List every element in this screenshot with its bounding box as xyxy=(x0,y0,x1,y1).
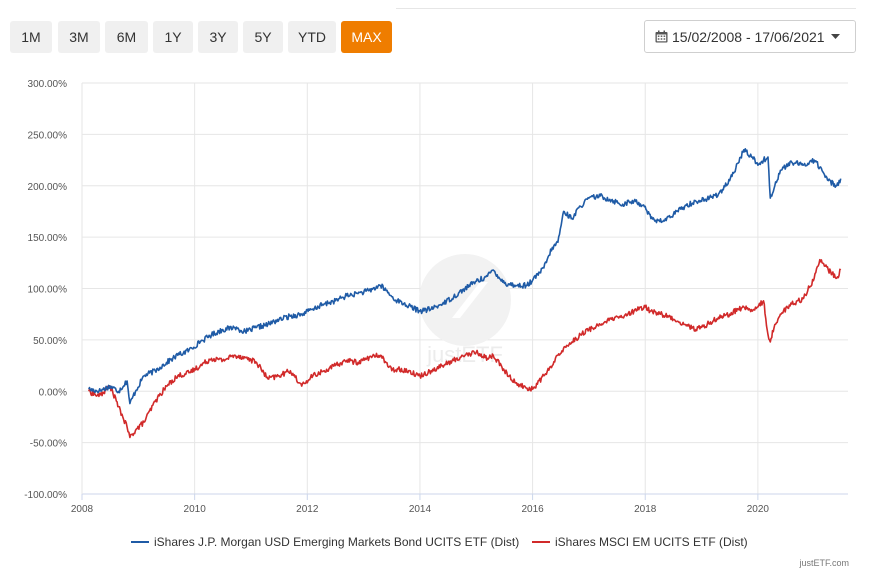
credit-text: justETF.com xyxy=(799,558,849,568)
x-tick-label: 2008 xyxy=(71,504,94,515)
toolbar-divider xyxy=(396,8,856,9)
calendar-icon xyxy=(655,30,668,43)
y-tick-label: -50.00% xyxy=(30,439,67,450)
range-button-ytd[interactable]: YTD xyxy=(288,21,336,53)
y-tick-label: 50.00% xyxy=(33,336,67,347)
toolbar: 1M 3M 6M 1Y 3Y 5Y YTD MAX 15/02/2008 - 1… xyxy=(0,0,875,60)
y-tick-label: 300.00% xyxy=(28,79,68,90)
y-tick-label: -100.00% xyxy=(24,490,67,501)
chevron-down-icon xyxy=(830,33,840,40)
range-button-1y[interactable]: 1Y xyxy=(153,21,193,53)
legend-swatch-red xyxy=(532,541,550,543)
x-tick-label: 2018 xyxy=(634,504,657,515)
x-tick-label: 2010 xyxy=(184,504,207,515)
y-tick-label: 150.00% xyxy=(28,233,68,244)
y-tick-label: 200.00% xyxy=(28,182,68,193)
legend-item-bond-etf[interactable]: iShares J.P. Morgan USD Emerging Markets… xyxy=(131,535,519,549)
series-line-msci-em[interactable] xyxy=(88,258,842,439)
date-range-text: 15/02/2008 - 17/06/2021 xyxy=(672,28,825,45)
x-tick-label: 2014 xyxy=(409,504,432,515)
range-button-6m[interactable]: 6M xyxy=(105,21,148,53)
date-range-picker[interactable]: 15/02/2008 - 17/06/2021 xyxy=(644,20,856,53)
chart: justETF -100.00% -50.00% 0.00% 50.00% 100.00… xyxy=(24,79,848,515)
y-tick-label: 250.00% xyxy=(28,130,68,141)
range-button-3m[interactable]: 3M xyxy=(58,21,100,53)
range-button-1m[interactable]: 1M xyxy=(10,21,52,53)
watermark: justETF xyxy=(419,254,511,367)
range-button-3y[interactable]: 3Y xyxy=(198,21,238,53)
x-tick-label: 2012 xyxy=(296,504,319,515)
y-tick-label: 0.00% xyxy=(39,387,67,398)
legend-label-bond-etf: iShares J.P. Morgan USD Emerging Markets… xyxy=(154,535,520,549)
legend-label-msci-em: iShares MSCI EM UCITS ETF (Dist) xyxy=(555,535,748,549)
y-tick-label: 100.00% xyxy=(28,285,68,296)
chart-series xyxy=(88,148,842,439)
legend-item-msci-em[interactable]: iShares MSCI EM UCITS ETF (Dist) xyxy=(532,535,748,549)
range-button-max[interactable]: MAX xyxy=(341,21,392,53)
chart-axes: -100.00% -50.00% 0.00% 50.00% 100.00% 150.00%… xyxy=(24,79,848,515)
watermark-text: justETF xyxy=(426,342,503,367)
range-button-5y[interactable]: 5Y xyxy=(243,21,283,53)
legend-swatch-blue xyxy=(131,541,149,543)
series-line-bond-etf[interactable] xyxy=(88,148,842,405)
x-tick-label: 2020 xyxy=(747,504,770,515)
legend: iShares J.P. Morgan USD Emerging Markets… xyxy=(0,533,875,553)
x-tick-label: 2016 xyxy=(521,504,544,515)
